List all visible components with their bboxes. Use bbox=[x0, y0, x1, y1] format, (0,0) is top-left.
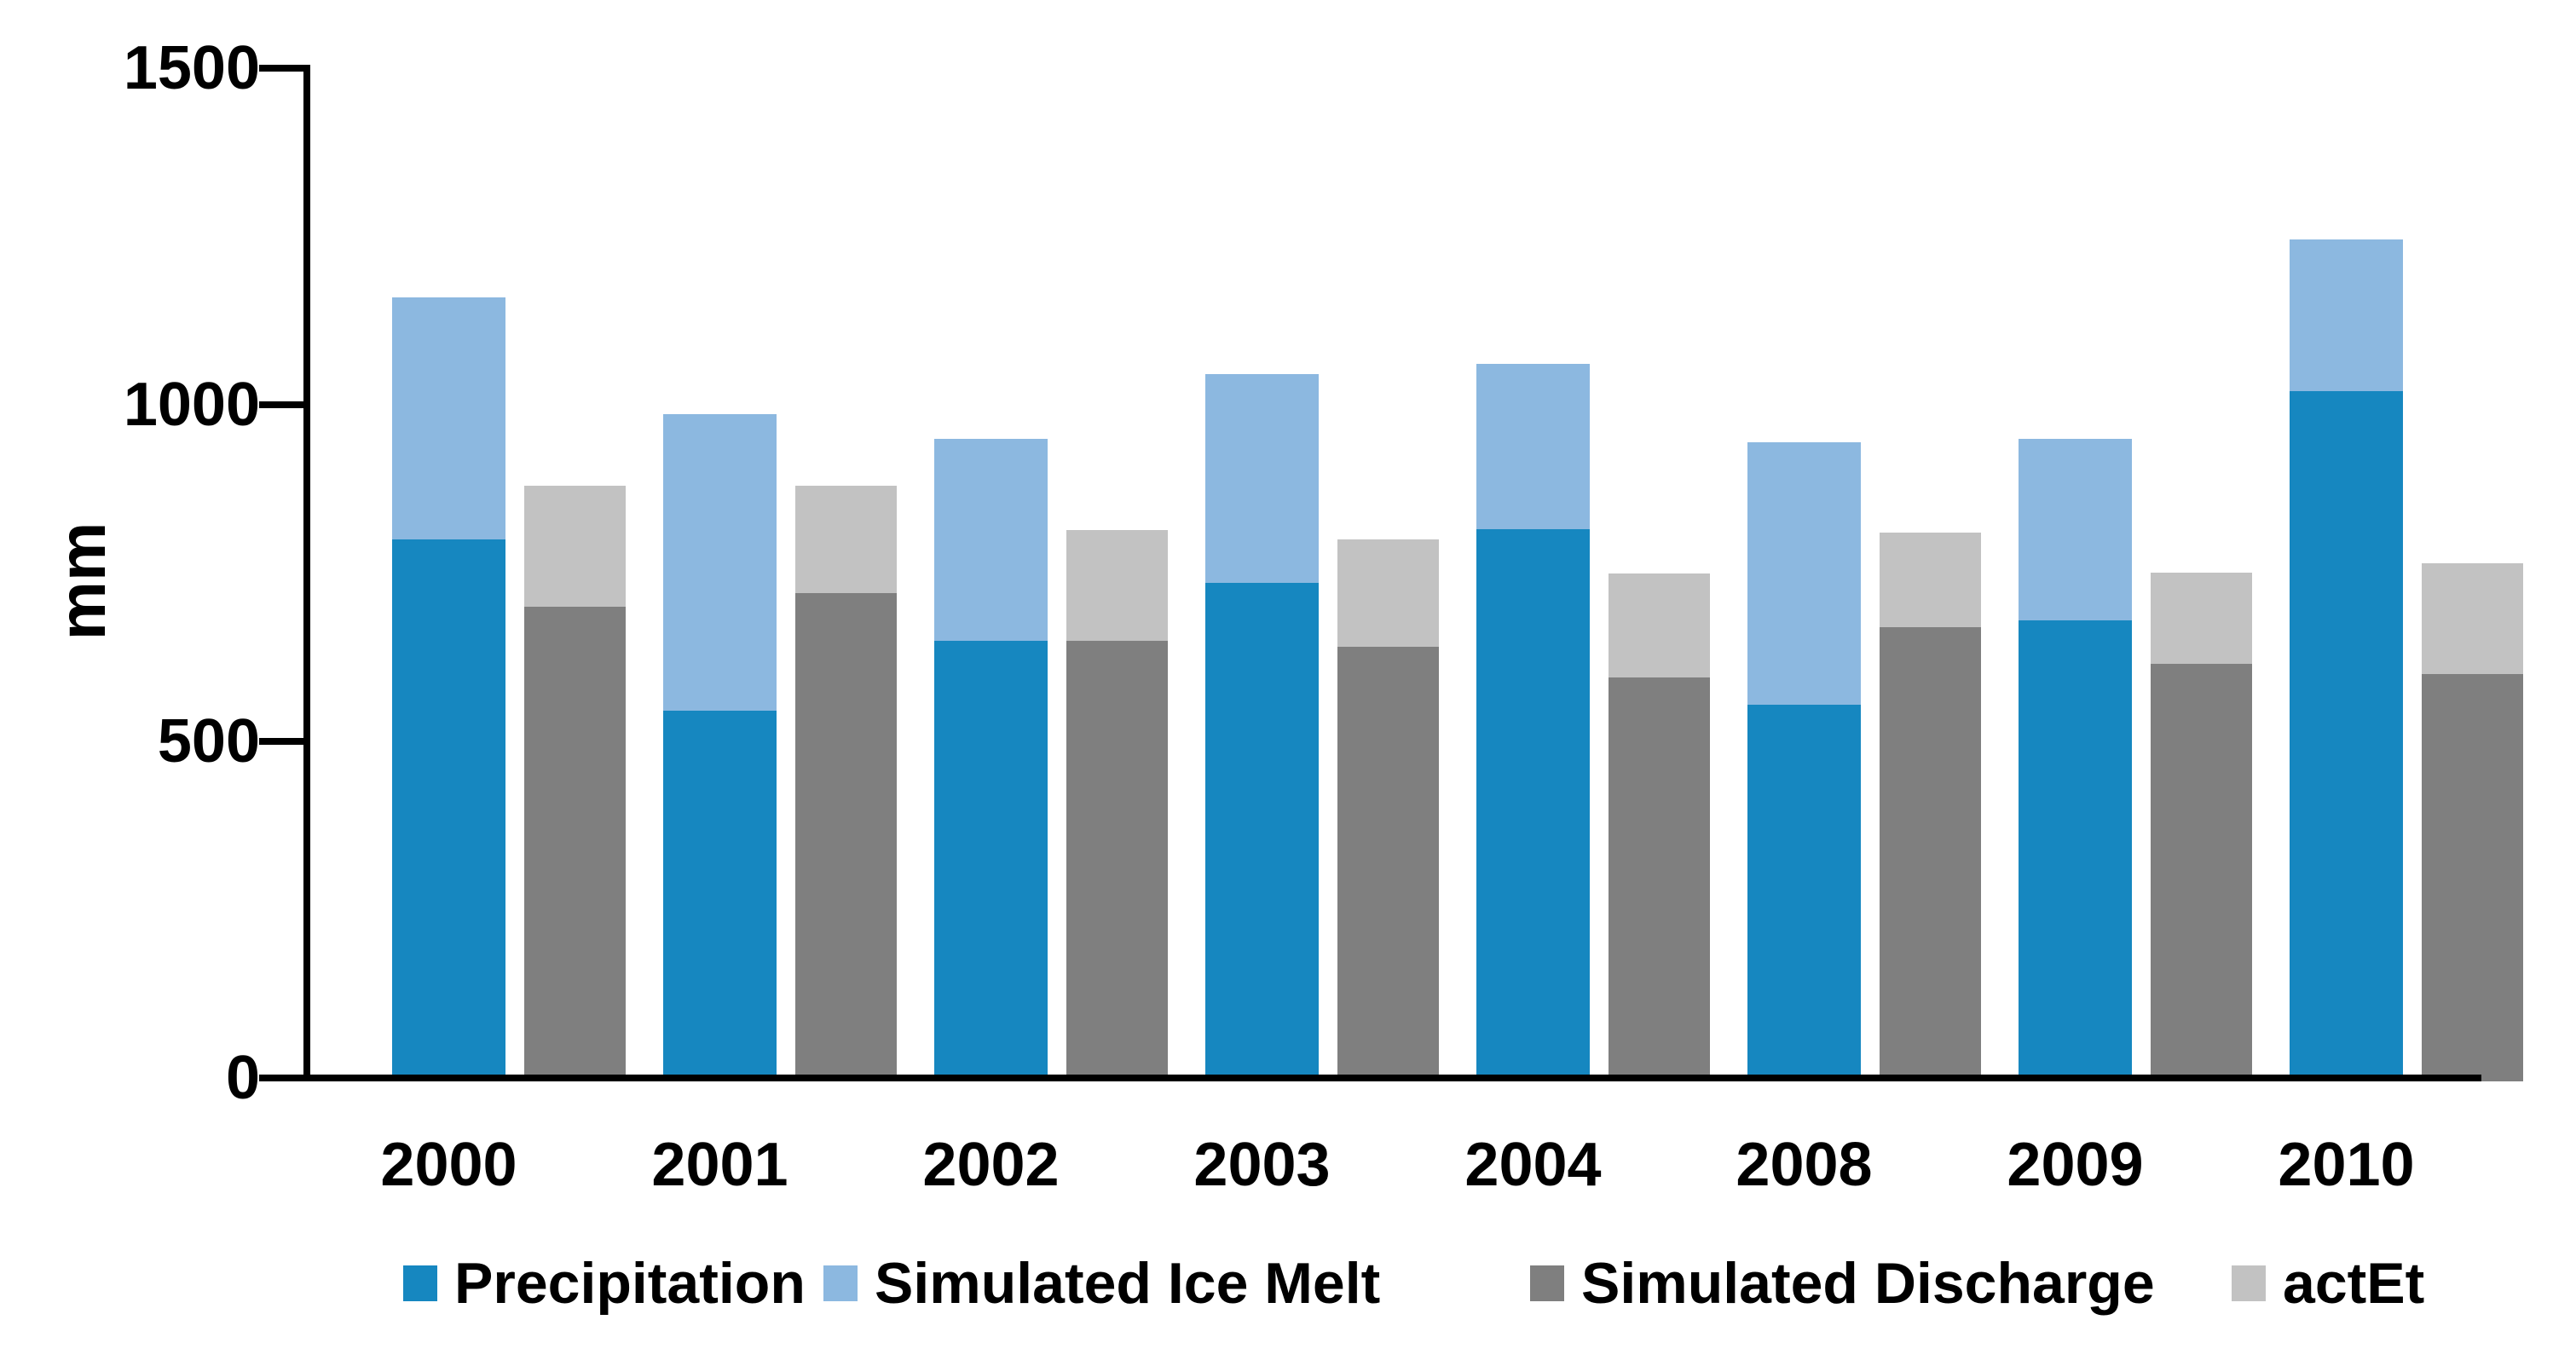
bar-segment-simulated-ice-melt bbox=[2290, 239, 2403, 391]
y-tick bbox=[259, 738, 303, 745]
bar-segment-actet bbox=[1066, 530, 1168, 641]
bar-segment-simulated-ice-melt bbox=[1476, 364, 1590, 529]
y-tick-label: 1000 bbox=[123, 371, 260, 439]
x-tick-label: 2008 bbox=[1736, 1131, 1873, 1199]
y-tick-label: 500 bbox=[157, 707, 260, 775]
legend-item-simulated-ice-melt: Simulated Ice Melt bbox=[823, 1251, 1381, 1316]
bar-segment-actet bbox=[1880, 533, 1981, 627]
bar-segment-simulated-ice-melt bbox=[1747, 442, 1861, 705]
x-tick-label: 2000 bbox=[380, 1131, 517, 1199]
bar-segment-simulated-discharge bbox=[2151, 664, 2252, 1081]
legend-swatch-actet bbox=[2232, 1265, 2266, 1301]
y-axis-title: mm bbox=[44, 522, 119, 641]
legend-label-simulated-ice-melt: Simulated Ice Melt bbox=[875, 1251, 1381, 1316]
legend-label-precipitation: Precipitation bbox=[454, 1251, 806, 1316]
bar-segment-precipitation bbox=[934, 641, 1048, 1081]
bar-segment-simulated-discharge bbox=[1066, 641, 1168, 1081]
x-tick-label: 2002 bbox=[922, 1131, 1060, 1199]
legend-label-actet: actEt bbox=[2283, 1251, 2425, 1316]
legend-swatch-simulated-discharge bbox=[1530, 1265, 1564, 1301]
bar-segment-simulated-ice-melt bbox=[934, 439, 1048, 641]
bar-segment-simulated-ice-melt bbox=[1205, 374, 1319, 583]
y-tick bbox=[259, 1075, 303, 1081]
bar-segment-actet bbox=[524, 486, 626, 607]
bar-segment-simulated-discharge bbox=[524, 607, 626, 1081]
x-tick-label: 2009 bbox=[2007, 1131, 2144, 1199]
bar-segment-simulated-discharge bbox=[1880, 627, 1981, 1081]
legend-label-simulated-discharge: Simulated Discharge bbox=[1581, 1251, 2155, 1316]
bar-segment-precipitation bbox=[1205, 583, 1319, 1081]
y-tick-label: 0 bbox=[225, 1044, 260, 1112]
y-tick bbox=[259, 401, 303, 408]
bar-segment-precipitation bbox=[2290, 391, 2403, 1081]
bar-segment-simulated-discharge bbox=[795, 593, 897, 1081]
bar-segment-precipitation bbox=[392, 539, 505, 1081]
legend-swatch-simulated-ice-melt bbox=[823, 1265, 858, 1301]
bar-segment-actet bbox=[1337, 539, 1439, 647]
bar-segment-precipitation bbox=[663, 711, 777, 1081]
x-tick-label: 2004 bbox=[1464, 1131, 1602, 1199]
x-axis-line bbox=[303, 1075, 2481, 1081]
bar-segment-simulated-discharge bbox=[1609, 677, 1710, 1081]
legend-item-simulated-discharge: Simulated Discharge bbox=[1530, 1251, 2155, 1316]
bar-segment-precipitation bbox=[2019, 620, 2132, 1081]
x-tick-label: 2001 bbox=[651, 1131, 788, 1199]
bar-segment-actet bbox=[2422, 563, 2523, 674]
bar-segment-simulated-discharge bbox=[2422, 674, 2523, 1081]
bar-segment-simulated-ice-melt bbox=[663, 414, 777, 711]
x-tick-label: 2003 bbox=[1193, 1131, 1331, 1199]
x-tick-label: 2010 bbox=[2278, 1131, 2415, 1199]
bar-segment-simulated-ice-melt bbox=[2019, 439, 2132, 620]
y-tick bbox=[259, 65, 303, 72]
y-axis-line bbox=[303, 65, 310, 1081]
legend-item-precipitation: Precipitation bbox=[403, 1251, 806, 1316]
bar-segment-simulated-discharge bbox=[1337, 647, 1439, 1081]
bar-segment-simulated-ice-melt bbox=[392, 297, 505, 539]
legend-swatch-precipitation bbox=[403, 1265, 437, 1301]
bar-segment-precipitation bbox=[1476, 529, 1590, 1081]
bar-segment-precipitation bbox=[1747, 705, 1861, 1081]
bar-segment-actet bbox=[1609, 573, 1710, 677]
y-tick-label: 1500 bbox=[123, 34, 260, 102]
bar-segment-actet bbox=[2151, 573, 2252, 664]
bar-segment-actet bbox=[795, 486, 897, 593]
legend-item-actet: actEt bbox=[2232, 1251, 2425, 1316]
